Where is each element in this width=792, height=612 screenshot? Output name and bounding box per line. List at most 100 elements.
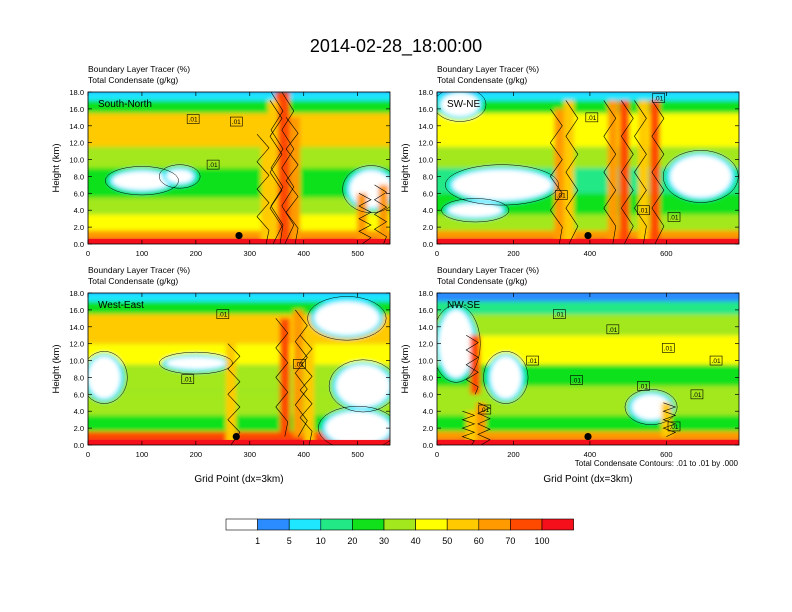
contour-label-box xyxy=(637,205,650,216)
clear-region xyxy=(490,356,522,399)
colorbar-label: 50 xyxy=(442,536,452,546)
condensate-contour xyxy=(105,166,179,196)
colorbar-swatch xyxy=(383,518,416,531)
tracer-band xyxy=(88,146,390,168)
convective-column xyxy=(475,402,486,445)
y-axis-label: Height (km) xyxy=(400,143,411,192)
condensate-contour xyxy=(318,405,390,445)
panel-sw-ne: .01 .01 .01 .01 .01 0.0 2.0 4.0 6.0 8.0 10.0 12.0 14… xyxy=(400,64,740,258)
condensate-contour xyxy=(483,351,529,404)
y-tick-label: 10.0 xyxy=(69,357,84,366)
clear-region xyxy=(448,203,502,217)
y-tick-label: 2.0 xyxy=(423,424,433,433)
tracer-band xyxy=(88,113,390,147)
panel-subtitle-tracer: Boundary Layer Tracer (%) xyxy=(437,265,539,275)
tracer-field xyxy=(437,293,739,445)
convective-column xyxy=(304,335,315,445)
y-tick-label: 16.0 xyxy=(418,105,433,114)
tracer-band xyxy=(437,293,739,302)
x-tick-label: 400 xyxy=(297,249,310,258)
condensate-contour xyxy=(634,100,647,244)
y-tick-label: 2.0 xyxy=(423,223,433,232)
y-tick-label: 6.0 xyxy=(74,189,84,198)
contour-label: .01 xyxy=(692,392,701,399)
condensate-contour xyxy=(256,134,270,244)
contour-label: .01 xyxy=(608,327,617,334)
contour-label-box xyxy=(230,116,243,127)
condensate-contour xyxy=(88,351,128,404)
contour-label: .01 xyxy=(295,361,304,368)
convective-column xyxy=(260,134,271,244)
tracer-band xyxy=(437,100,739,114)
convective-column xyxy=(279,92,290,244)
colorbar-swatch xyxy=(415,518,448,531)
condensate-contour xyxy=(328,359,390,413)
y-tick-label: 0.0 xyxy=(423,441,433,450)
clear-region xyxy=(438,309,474,378)
y-tick-label: 14.0 xyxy=(418,323,433,332)
x-tick-label: 500 xyxy=(351,450,364,459)
section-label: SW-NE xyxy=(447,99,480,110)
condensate-contour xyxy=(565,100,579,244)
condensate-contour xyxy=(437,92,487,122)
condensate-contour xyxy=(281,92,295,244)
convective-column xyxy=(607,100,618,244)
contour-label: .01 xyxy=(664,345,673,352)
tracer-field xyxy=(437,92,739,244)
x-axis-label: Grid Point (dx=3km) xyxy=(194,474,283,485)
contour-label-box xyxy=(637,381,650,391)
cross-section-center-marker xyxy=(232,432,240,441)
contour-label: .01 xyxy=(557,193,566,200)
panel-subtitle-tracer: Boundary Layer Tracer (%) xyxy=(437,64,539,74)
y-tick-label: 2.0 xyxy=(74,424,84,433)
panel-subtitle-condensate: Total Condensate (g/kg) xyxy=(437,75,527,85)
x-tick-label: 100 xyxy=(136,450,149,459)
y-tick-label: 2.0 xyxy=(74,223,84,232)
contour-label: .01 xyxy=(218,312,227,319)
clear-region xyxy=(670,155,732,198)
tracer-band xyxy=(88,100,390,114)
convective-column xyxy=(649,100,660,244)
y-tick-label: 6.0 xyxy=(423,189,433,198)
x-tick-label: 300 xyxy=(244,249,257,258)
y-tick-label: 4.0 xyxy=(74,206,84,215)
colorbar-label: 60 xyxy=(474,536,484,546)
y-tick-label: 8.0 xyxy=(74,373,84,382)
panel-subtitle-tracer: Boundary Layer Tracer (%) xyxy=(88,64,190,74)
condensate-contour xyxy=(437,304,481,383)
colorbar-swatch xyxy=(510,518,543,531)
tracer-band xyxy=(88,415,390,432)
y-tick-label: 18.0 xyxy=(418,289,433,298)
contour-label-box xyxy=(553,309,566,319)
y-tick-label: 0.0 xyxy=(74,240,84,249)
condensate-contour xyxy=(624,389,678,425)
convective-column xyxy=(470,335,481,395)
y-axis-label: Height (km) xyxy=(51,344,62,393)
colorbar-label: 100 xyxy=(534,536,549,546)
contour-label: .01 xyxy=(209,162,218,169)
colorbar-swatch xyxy=(352,518,385,531)
clear-region xyxy=(452,169,552,201)
panel-subtitle-condensate: Total Condensate (g/kg) xyxy=(437,276,527,286)
cross-section-center-marker xyxy=(584,231,592,240)
tracer-field xyxy=(88,293,390,445)
condensate-contour xyxy=(620,100,634,244)
condensate-contour xyxy=(299,335,313,445)
x-tick-label: 200 xyxy=(507,450,520,459)
convective-column xyxy=(290,117,301,244)
y-tick-label: 18.0 xyxy=(69,289,84,298)
contour-label-box xyxy=(181,374,195,384)
condensate-contour xyxy=(307,296,387,341)
contour-label: .01 xyxy=(572,377,581,384)
convective-column xyxy=(279,318,290,437)
condensate-contour xyxy=(603,100,617,244)
y-tick-label: 4.0 xyxy=(74,407,84,416)
y-tick-label: 10.0 xyxy=(418,156,433,165)
x-tick-label: 400 xyxy=(297,450,310,459)
surface-layer xyxy=(88,238,390,244)
section-label: NW-SE xyxy=(447,300,480,311)
colorbar-label: 1 xyxy=(255,536,260,546)
section-label: South-North xyxy=(98,99,152,110)
convective-column xyxy=(293,309,304,437)
surface-layer xyxy=(88,439,390,445)
